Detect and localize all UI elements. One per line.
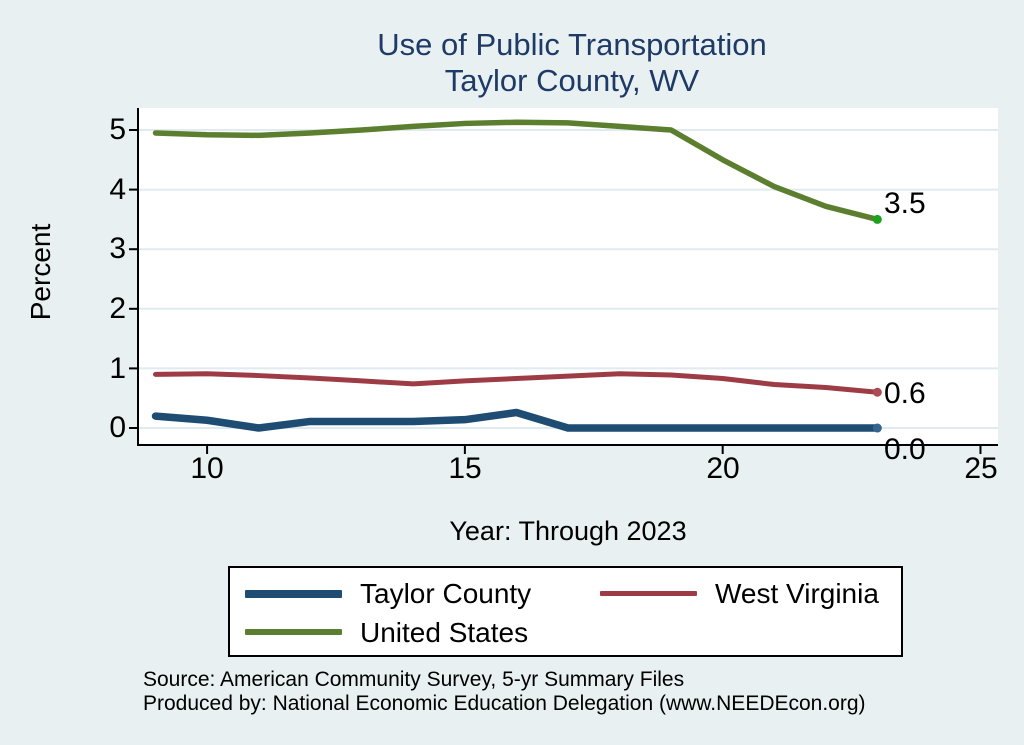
end-label-taylor-county: 0.0 (884, 433, 926, 466)
legend-box: Taylor County West Virginia United State… (228, 566, 903, 657)
legend-label-united-states: United States (360, 617, 529, 648)
y-tick-label-5: 5 (109, 113, 126, 146)
legend-label-taylor-county: Taylor County (360, 578, 532, 609)
x-tick-label-25: 25 (964, 452, 998, 485)
legend-swatch-united-states (245, 629, 342, 635)
x-tick-label-10: 10 (190, 452, 224, 485)
chart-title-line2: Taylor County, WV (444, 63, 700, 98)
legend-swatch-west-virginia (600, 591, 697, 596)
end-label-west-virginia: 0.6 (884, 377, 926, 410)
footer-notes: Source: American Community Survey, 5-yr … (143, 668, 866, 716)
y-tick-label-3: 3 (109, 232, 126, 265)
y-tick-label-0: 0 (109, 411, 126, 444)
y-tick-label-1: 1 (109, 352, 126, 385)
x-tick-label-20: 20 (706, 452, 740, 485)
chart-title: Use of Public Transportation Taylor Coun… (130, 27, 1014, 99)
source-note: Source: American Community Survey, 5-yr … (143, 668, 685, 691)
end-label-united-states: 3.5 (884, 187, 926, 220)
y-tick-label-2: 2 (109, 292, 126, 325)
y-axis-title: Percent (25, 223, 56, 321)
x-tick-label-15: 15 (448, 452, 482, 485)
produced-by-note: Produced by: National Economic Education… (143, 692, 866, 715)
legend-swatch-taylor-county (245, 590, 342, 598)
legend-label-west-virginia: West Virginia (715, 578, 879, 609)
chart-title-line1: Use of Public Transportation (377, 27, 767, 62)
x-axis-title: Year: Through 2023 (449, 516, 687, 546)
y-tick-label-4: 4 (109, 173, 126, 206)
